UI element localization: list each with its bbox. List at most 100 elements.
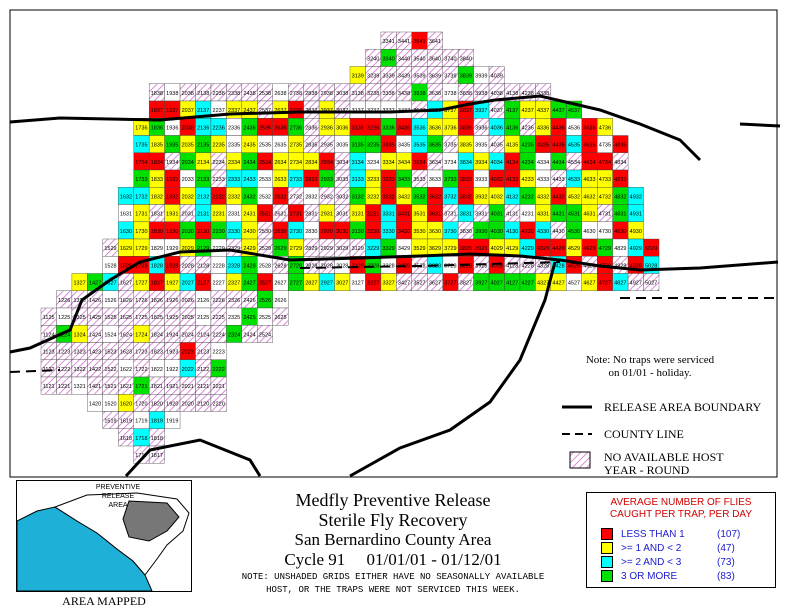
grid-cell-label: 3238	[367, 91, 379, 97]
grid-cell-label: 4338	[537, 91, 549, 97]
grid-cell-label: 2132	[197, 194, 209, 200]
grid-cell-label: 3335	[382, 143, 394, 149]
grid-cell-label: 3734	[444, 160, 456, 166]
grid-cell-label: 3530	[413, 229, 425, 235]
grid-cell-label: 1729	[135, 246, 147, 252]
grid-cell-label: 2524	[259, 332, 271, 338]
grid-cell-label: 1820	[151, 401, 163, 407]
grid-cell-label: 4332	[537, 194, 549, 200]
grid-cell-label: 4337	[537, 108, 549, 114]
grid-cell-label: 2428	[243, 263, 255, 269]
grid-cell-label: 1923	[166, 350, 178, 356]
swatch	[601, 528, 613, 540]
grid-cell-label: 4732	[599, 194, 611, 200]
avg-heading-1: AVERAGE NUMBER OF FLIES	[610, 497, 752, 508]
grid-cell-label: 1720	[135, 401, 147, 407]
grid-cell-label: 3232	[367, 194, 379, 200]
grid-cell-label: 2427	[243, 281, 255, 287]
grid-cell-label: 4328	[537, 263, 549, 269]
grid-cell-label: 4932	[630, 194, 642, 200]
grid-cell-label: 3129	[352, 246, 364, 252]
grid-cell-label: 2222	[213, 367, 225, 373]
grid-cell-label: 2235	[213, 143, 225, 149]
grid-cell-label: 2833	[305, 177, 317, 183]
grid-cell-label: 1528	[104, 263, 116, 269]
grid-cell-label: 4927	[630, 281, 642, 287]
grid-cell-label: 3631	[429, 212, 441, 218]
grid-cell-label: 2335	[228, 143, 240, 149]
grid-cell-label: 1829	[151, 246, 163, 252]
grid-cell-label: 2738	[290, 91, 302, 97]
grid-cell-label: 3133	[352, 177, 364, 183]
grid-cell-label: 2123	[197, 350, 209, 356]
grid-cell-label: 3838	[460, 91, 472, 97]
grid-cell-label: 5029	[645, 246, 657, 252]
grid-cell-label: 1825	[151, 315, 163, 321]
grid-cell-label: 3229	[367, 246, 379, 252]
swatch	[601, 556, 613, 568]
grid-cell-label: 4632	[583, 194, 595, 200]
grid-cell-label: 3230	[367, 229, 379, 235]
grid-cell-label: 2425	[243, 315, 255, 321]
grid-cell-label: 4931	[630, 212, 642, 218]
grid-cell-label: 1938	[166, 91, 178, 97]
note-line-2: on 01/01 - holiday.	[608, 367, 692, 379]
grid-cell-label: 1731	[135, 212, 147, 218]
grid-cell-label: 3440	[398, 56, 410, 62]
grid-cell-label: 3839	[460, 74, 472, 80]
release-area-shape	[122, 500, 180, 542]
grid-cell-label: 3329	[382, 246, 394, 252]
grid-cell-label: 1327	[73, 281, 85, 287]
grid-cell-label: 3433	[398, 177, 410, 183]
grid-cell-label: 4535	[568, 143, 580, 149]
grid-cell-label: 2836	[305, 125, 317, 131]
grid-cell-label: 4631	[583, 212, 595, 218]
grid-cell-label: 3239	[367, 74, 379, 80]
grid-cell-label: 1225	[58, 315, 70, 321]
grid-cell-label: 4530	[568, 229, 580, 235]
grid-cell-label: 1819	[151, 419, 163, 425]
grid-cell-label: 4331	[537, 212, 549, 218]
grid-cell-label: 3533	[413, 177, 425, 183]
grid-cell-label: 2435	[243, 143, 255, 149]
inset-map: PREVENTIVE RELEASE AREA	[16, 480, 192, 592]
grid-cell-label: 1826	[151, 298, 163, 304]
grid-cell-label: 1620	[120, 401, 132, 407]
grid-cell-label: 2426	[243, 298, 255, 304]
grid-cell-label: 3737	[444, 108, 456, 114]
grid-cell-label: 5027	[645, 281, 657, 287]
grid-cell-label: 4234	[522, 160, 534, 166]
grid-cell-label: 2129	[197, 246, 209, 252]
release-boundary-line	[124, 438, 262, 478]
grid-cell-label: 4635	[583, 143, 595, 149]
grid-cell-label: 4629	[583, 246, 595, 252]
grid-cell-label: 3627	[429, 281, 441, 287]
grid-cell-label: 3136	[352, 125, 364, 131]
grid-cell-label: 3730	[444, 229, 456, 235]
grid-cell-label: 3632	[429, 194, 441, 200]
grid-cell-label: 2832	[305, 194, 317, 200]
grid-cell-label: 2527	[259, 281, 271, 287]
grid-cell-label: 4236	[522, 125, 534, 131]
swatch	[601, 542, 613, 554]
grid-cell-label: 2138	[197, 91, 209, 97]
grid-cell-label: 3028	[336, 263, 348, 269]
grid-cell-label: 1927	[166, 281, 178, 287]
grid-cell-label: 4028	[491, 263, 503, 269]
grid-cell-label: 3138	[352, 91, 364, 97]
grid-cell-label: 2334	[228, 160, 240, 166]
grid-cell-label: 3430	[398, 229, 410, 235]
grid-cell-label: 2531	[259, 212, 271, 218]
grid-cell-label: 2037	[182, 108, 194, 114]
grid-cell-label: 1222	[58, 367, 70, 373]
grid-cell-label: 1221	[58, 384, 70, 390]
grid-cell-label: 4134	[506, 160, 518, 166]
grid-cell-label: 2336	[228, 125, 240, 131]
grid-cell-label: 4534	[568, 160, 580, 166]
legend-host-label-1: NO AVAILABLE HOST	[604, 450, 724, 464]
grid-cell-label: 1624	[120, 332, 132, 338]
inset-label-2: AREA	[108, 502, 128, 509]
inset-map-drawing	[16, 481, 191, 592]
grid-cell-label: 4029	[491, 246, 503, 252]
avg-row-label: LESS THAN 1	[621, 528, 685, 540]
